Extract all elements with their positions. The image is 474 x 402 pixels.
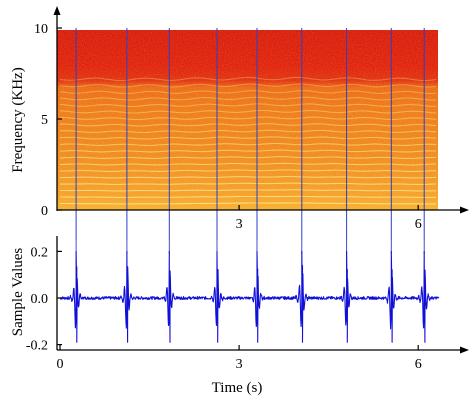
harmonic-band [59,109,437,114]
waveform-marker-lines [75,240,425,254]
waveform-x-tick-label: 3 [236,357,243,372]
harmonic-band [59,149,437,153]
spectrogram-noise [57,30,438,210]
spectrogram-y-ticks: 0 5 10 [34,22,62,219]
harmonic-band [59,156,437,159]
event-marker-lines [75,28,425,240]
harmonic-band [59,103,437,108]
harmonic-band [59,202,437,205]
waveform-y-axis-label: Sample Values [10,248,26,337]
harmonic-band [59,162,437,166]
spectrogram-y-axis [53,6,61,211]
waveform-y-tick-label: -0.2 [26,339,48,354]
waveform-x-tick-label: 6 [415,357,422,372]
spectrogram-x-axis [57,206,469,214]
waveform-y-ticks: 0.2 0.0 -0.2 [26,245,62,354]
waveform-y-tick-label: 0.2 [31,245,49,260]
harmonic-band [59,182,437,185]
harmonic-band [59,136,437,140]
waveform-x-tick-label: 0 [57,357,64,372]
harmonic-band [60,169,437,172]
waveform-x-axis-label: Time (s) [212,380,263,396]
harmonic-band [59,76,437,82]
harmonic-band [59,129,437,134]
spectrogram-x-tick-label: 3 [236,217,243,232]
harmonic-band [59,195,437,198]
spectrogram-y-tick-label: 5 [41,113,48,128]
waveform-x-axis [57,346,469,354]
spectrogram-y-tick-label: 0 [41,204,48,219]
harmonic-band [59,90,437,95]
spectrogram-y-tick-label: 10 [34,22,48,37]
harmonic-band [59,83,437,88]
harmonic-band [59,176,437,179]
spectrogram-y-axis-label: Frequency (KHz) [10,67,26,172]
waveform-y-tick-label: 0.0 [31,292,49,307]
spectrogram-x-tick-label: 6 [415,217,422,232]
harmonic-band [59,123,437,127]
harmonic-band [59,142,437,146]
harmonic-band [59,96,437,101]
waveform-line [59,250,440,343]
spectrogram-harmonics [59,76,437,205]
waveform-x-ticks: 0 3 6 [57,345,422,372]
waveform-panel: 0.2 0.0 -0.2 0 3 6 Sample Values Time (s) [10,236,469,396]
harmonic-band [60,189,437,192]
harmonic-band [60,116,437,121]
